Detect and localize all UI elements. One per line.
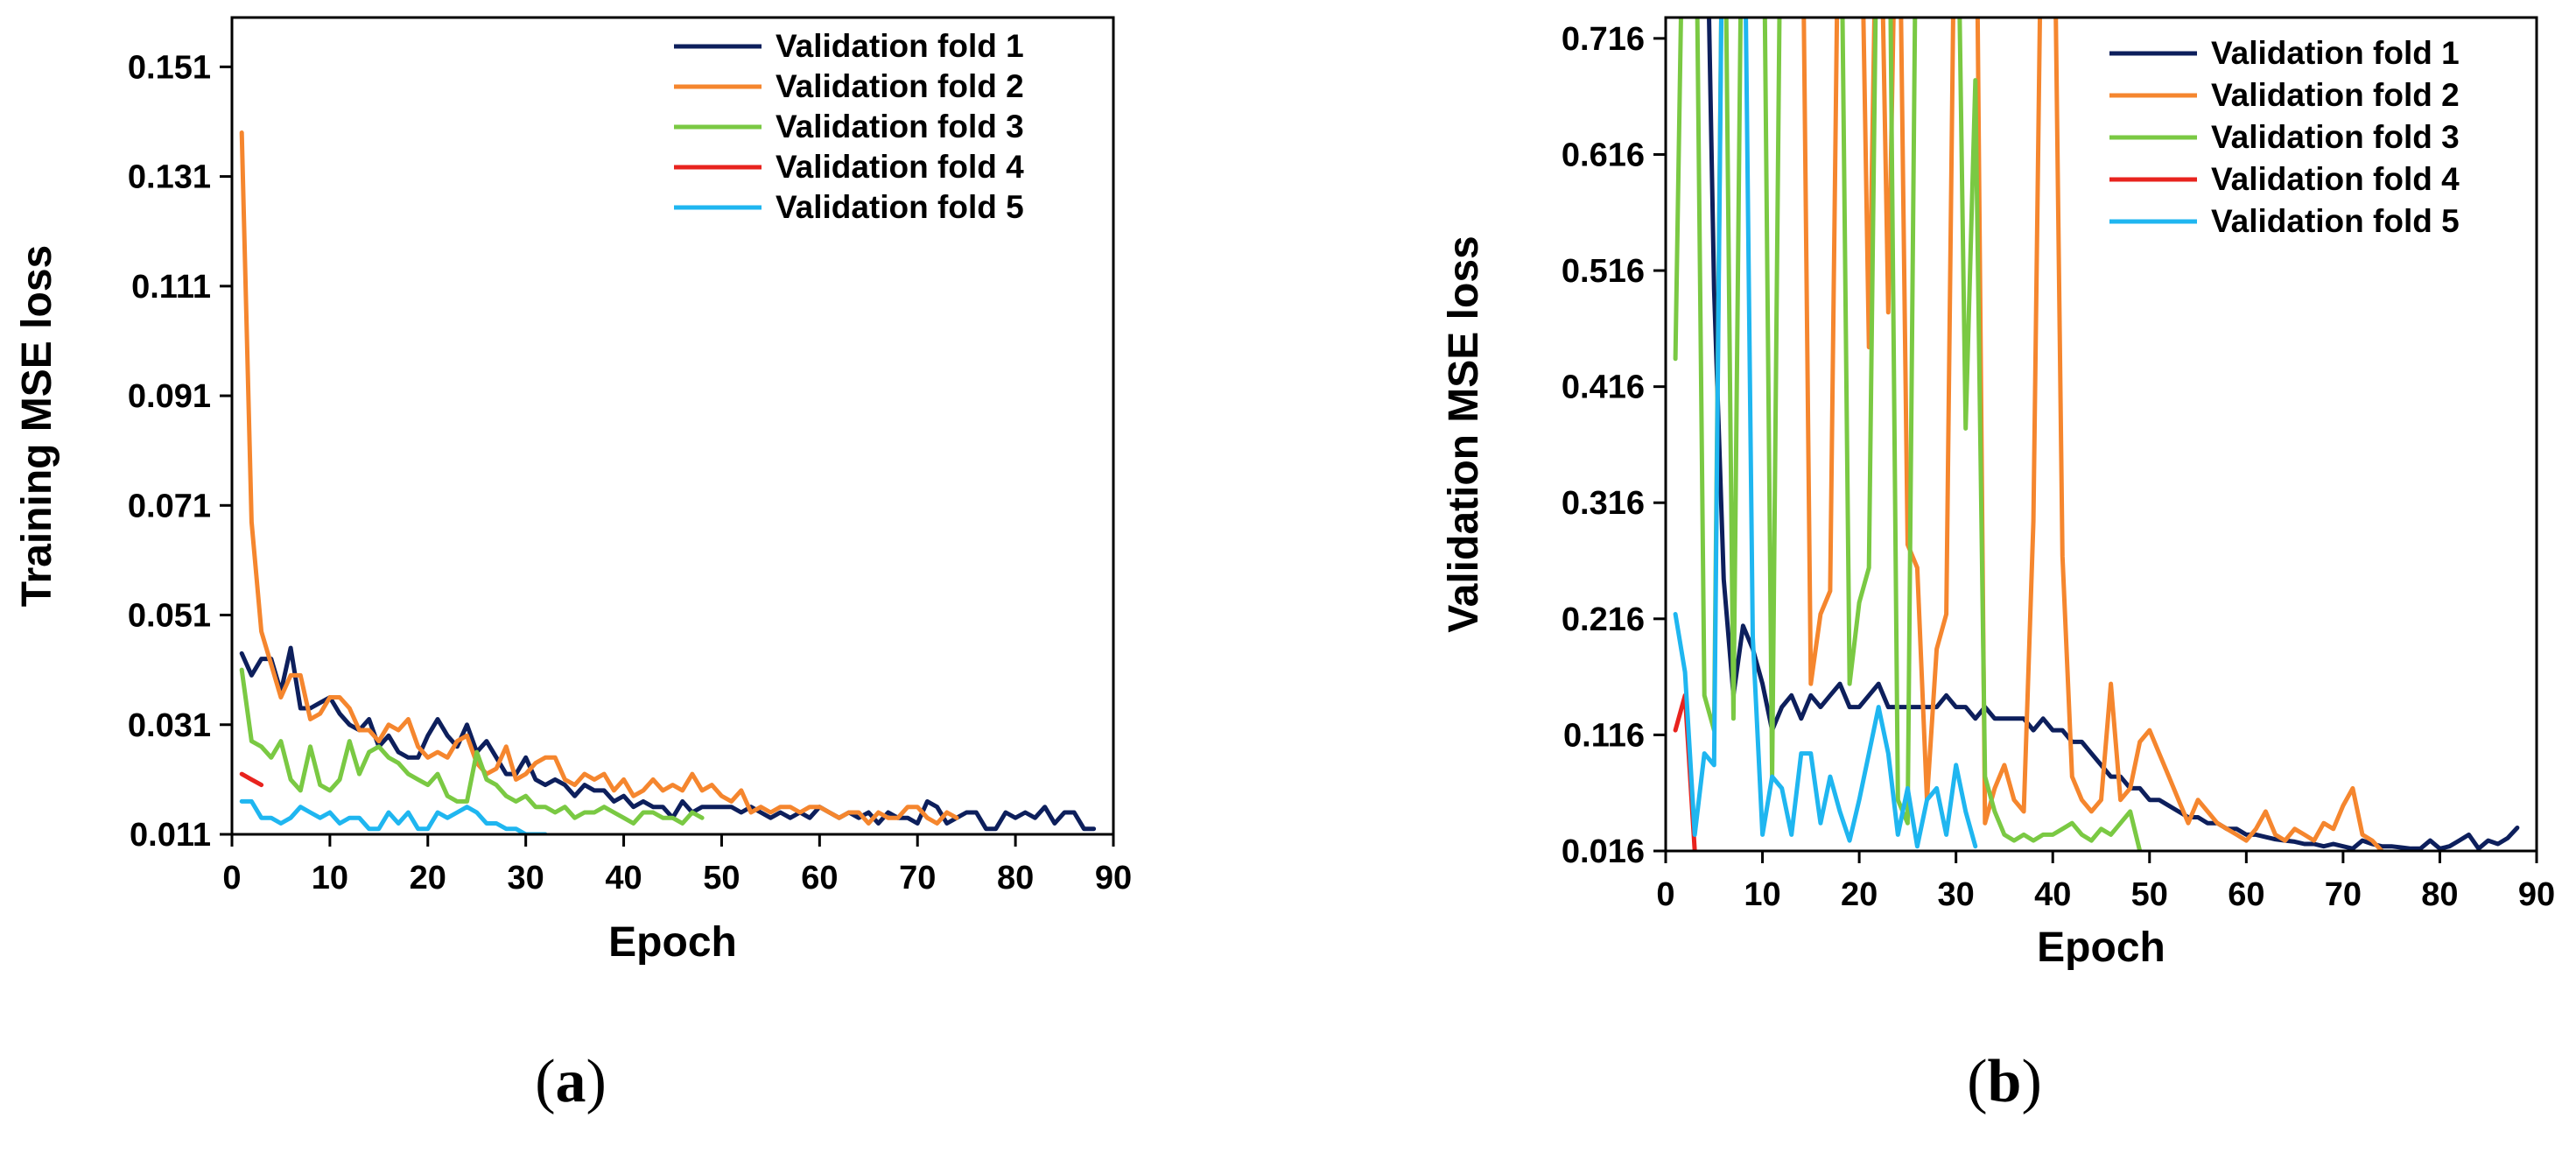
y-tick-label: 0.131 (128, 159, 211, 196)
x-tick-label: 80 (997, 860, 1034, 896)
y-tick-label: 0.011 (130, 817, 211, 854)
x-tick-label: 30 (508, 860, 544, 896)
x-tick-label: 90 (1095, 860, 1132, 896)
x-axis-title: Epoch (608, 919, 737, 966)
y-tick-label: 0.716 (1562, 21, 1645, 58)
y-tick-label: 0.216 (1562, 601, 1645, 638)
panel-label-a: (a) (535, 1048, 607, 1115)
legend-label-fold-1: Validation fold 1 (2211, 35, 2460, 71)
x-tick-label: 70 (2325, 876, 2362, 913)
x-tick-label: 60 (2228, 876, 2264, 913)
x-tick-label: 70 (899, 860, 936, 896)
chart-a-training-loss: 0.011 0.031 0.051 0.071 0.091 0.111 0.131 0.151… (14, 16, 1132, 966)
x-tick-label: 90 (2518, 876, 2555, 913)
legend-label-fold-2: Validation fold 2 (2211, 77, 2460, 113)
series-line-fold-4 (239, 771, 264, 788)
legend-label-fold-3: Validation fold 3 (776, 109, 1024, 144)
y-tick-label: 0.516 (1562, 253, 1645, 290)
legend-label-fold-3: Validation fold 3 (2211, 119, 2460, 155)
plot-frame (230, 16, 1115, 836)
legend: Validation fold 1 Validation fold 2 Valida… (2109, 35, 2460, 239)
series-line-fold-3 (1673, 18, 2143, 851)
x-tick-label: 20 (410, 860, 446, 896)
series-line-fold-2 (1801, 18, 2384, 851)
y-tick-label: 0.151 (128, 49, 211, 86)
x-tick-label: 40 (2034, 876, 2071, 913)
x-tick-label: 0 (1656, 876, 1674, 913)
panel-label-b: (b) (1967, 1048, 2042, 1115)
y-tick-label: 0.051 (128, 598, 211, 635)
y-tick-label: 0.416 (1562, 369, 1645, 406)
y-tick-label: 0.091 (128, 378, 211, 415)
panel-label-a-letter: a (556, 1048, 586, 1115)
y-tick-label: 0.116 (1563, 717, 1645, 754)
x-tick-label: 30 (1938, 876, 1975, 913)
series-line-fold-3 (239, 667, 705, 826)
y-tick-label: 0.016 (1562, 833, 1645, 870)
x-tick-label: 40 (605, 860, 642, 896)
series-line-fold-5 (239, 798, 548, 834)
x-tick-label: 50 (2131, 876, 2168, 913)
legend-label-fold-4: Validation fold 4 (2211, 161, 2460, 197)
legend-label-fold-2: Validation fold 2 (776, 68, 1024, 104)
series-group (1673, 18, 2520, 851)
y-tick-label: 0.316 (1562, 485, 1645, 522)
x-tick-label: 0 (222, 860, 241, 896)
y-axis-title: Training MSE loss (14, 245, 60, 607)
panel-label-b-letter: b (1988, 1048, 2022, 1115)
y-axis-title: Validation MSE loss (1441, 236, 1487, 632)
legend-label-fold-5: Validation fold 5 (776, 189, 1024, 225)
x-tick-label: 80 (2421, 876, 2458, 913)
x-tick-label: 10 (1744, 876, 1780, 913)
y-tick-label: 0.616 (1562, 137, 1645, 173)
plot-frame (1664, 16, 2538, 853)
x-tick-label: 60 (801, 860, 838, 896)
legend-label-fold-5: Validation fold 5 (2211, 203, 2460, 239)
y-tick-label: 0.071 (128, 488, 211, 524)
legend: Validation fold 1 Validation fold 2 Valida… (674, 28, 1024, 225)
series-line-fold-5 (1673, 18, 1978, 849)
legend-label-fold-4: Validation fold 4 (776, 149, 1024, 185)
x-tick-label: 50 (703, 860, 740, 896)
series-line-fold-2 (239, 130, 959, 826)
y-tick-label: 0.031 (128, 707, 211, 744)
series-group (239, 130, 1097, 834)
x-axis-title: Epoch (2037, 925, 2165, 971)
chart-b-validation-loss: 0.016 0.116 0.216 0.316 0.416 0.516 0.616 0.716… (1441, 16, 2555, 971)
series-line-fold-1 (239, 645, 1097, 832)
y-tick-label: 0.111 (131, 269, 211, 306)
x-tick-label: 20 (1841, 876, 1878, 913)
legend-label-fold-1: Validation fold 1 (776, 28, 1024, 64)
x-tick-label: 10 (312, 860, 348, 896)
